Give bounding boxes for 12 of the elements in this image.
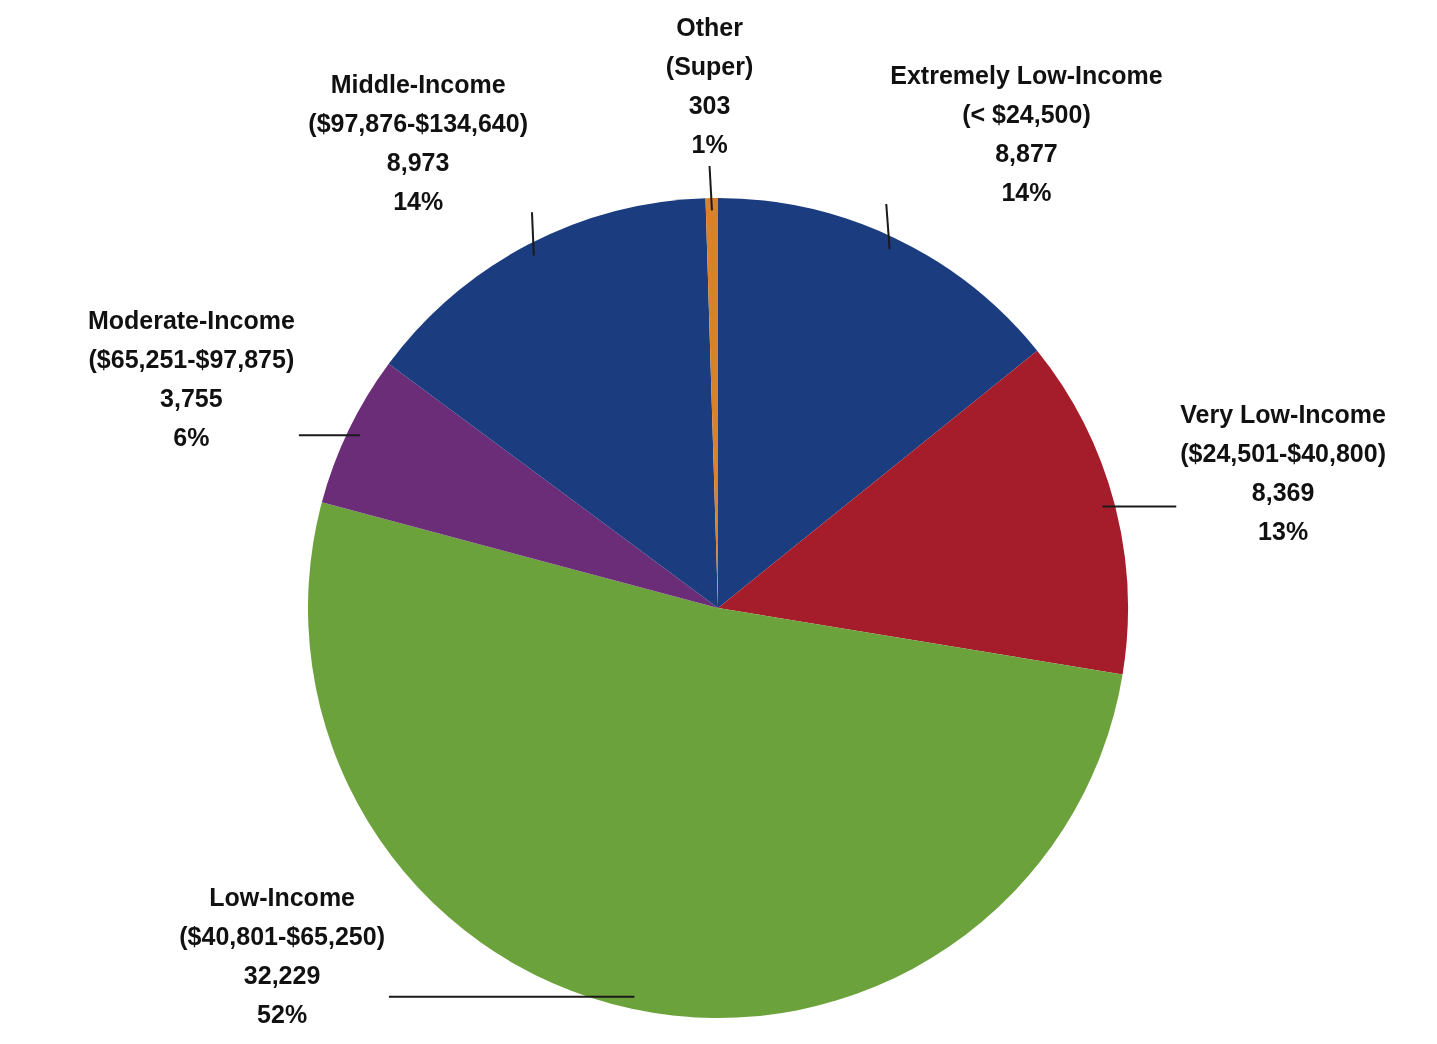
slice-label: Low-Income ($40,801-$65,250) (179, 883, 385, 951)
data-label: 3,755 6% (160, 383, 223, 451)
data-label: 8,369 13% (1251, 477, 1315, 545)
data-label: 8,973 14% (386, 147, 450, 215)
slice-label: Very Low-Income ($24,501-$40,800) (1180, 399, 1387, 467)
data-label: 32,229 52% (243, 961, 321, 1029)
slice-label: Middle-Income ($97,876-$134,640) (308, 69, 528, 137)
data-label: 8,877 14% (995, 139, 1058, 207)
data-label: 303 1% (688, 91, 731, 159)
slice-label: Other (Super) (665, 13, 754, 81)
slice-label: Moderate-Income ($65,251-$97,875) (87, 305, 295, 373)
slice-label: Extremely Low-Income (< $24,500) (890, 61, 1163, 129)
